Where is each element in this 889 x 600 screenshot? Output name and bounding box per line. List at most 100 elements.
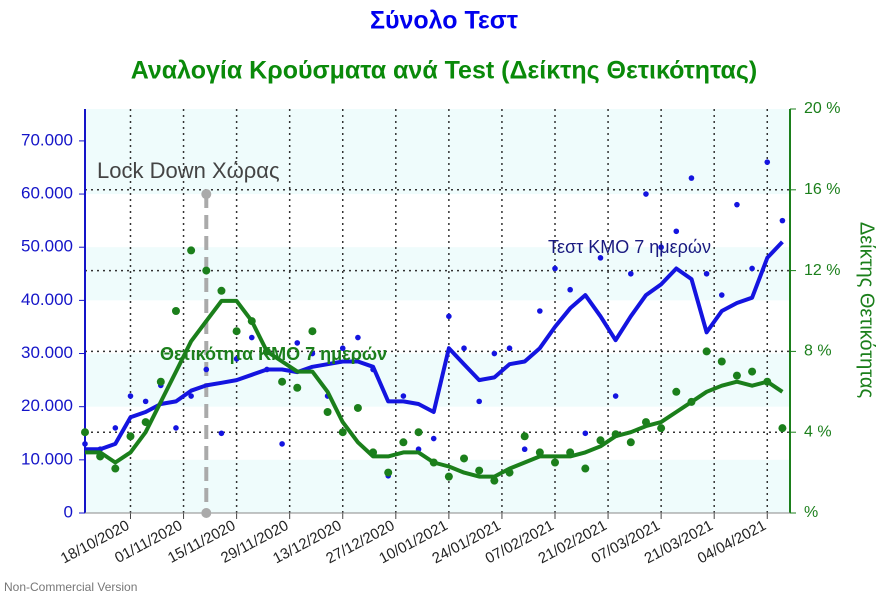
- y-tick-label: 30.000: [21, 343, 73, 362]
- data-point: [232, 327, 241, 336]
- plot-band: [85, 194, 790, 248]
- data-point: [657, 424, 666, 433]
- data-point: [490, 476, 499, 485]
- annotation-text: Lock Down Χώρας: [97, 158, 280, 183]
- data-point: [717, 357, 726, 366]
- data-point: [672, 387, 681, 396]
- data-point: [460, 454, 469, 463]
- data-point: [293, 383, 302, 392]
- data-point: [552, 265, 558, 272]
- data-point: [248, 334, 255, 341]
- y-tick-label: 0: [64, 502, 73, 521]
- annotation-marker: [201, 189, 212, 200]
- data-point: [81, 428, 89, 437]
- data-point: [112, 425, 119, 431]
- y-tick-label: 70.000: [21, 130, 73, 149]
- data-point: [188, 393, 194, 399]
- data-point: [748, 367, 757, 376]
- data-point: [203, 366, 210, 373]
- data-point: [338, 428, 347, 437]
- data-point: [734, 201, 740, 208]
- data-point: [688, 175, 695, 181]
- data-point: [551, 458, 559, 467]
- data-point: [628, 270, 634, 277]
- data-point: [718, 292, 725, 298]
- data-point: [596, 436, 605, 445]
- data-point: [626, 438, 635, 447]
- data-point: [294, 340, 301, 346]
- data-point: [414, 428, 423, 437]
- data-point: [308, 327, 317, 336]
- data-point: [82, 441, 88, 447]
- y-tick-label: 40.000: [21, 290, 73, 309]
- data-point: [537, 308, 543, 314]
- data-point: [582, 430, 589, 437]
- data-point: [702, 347, 711, 356]
- y-tick-label: 20.000: [21, 396, 73, 415]
- data-point: [353, 403, 362, 412]
- y2-tick-label: 12 %: [804, 262, 840, 279]
- data-point: [778, 424, 787, 433]
- data-point: [142, 398, 149, 405]
- data-point: [673, 228, 680, 235]
- data-point: [156, 377, 165, 386]
- y-tick-label: 10.000: [21, 449, 73, 468]
- data-point: [749, 265, 755, 272]
- data-point: [384, 468, 393, 477]
- chart-subtitle: Αναλογία Κρούσματα ανά Test (Δείκτης Θετ…: [131, 57, 758, 85]
- data-point: [355, 334, 361, 341]
- data-point: [111, 464, 120, 473]
- series-label: Τεστ ΚΜΟ 7 ημερών: [548, 237, 711, 257]
- footer: Non-Commercial Version: [4, 580, 137, 594]
- data-point: [233, 356, 240, 362]
- data-point: [278, 377, 287, 386]
- y2-tick-label: %: [804, 504, 818, 521]
- data-point: [461, 345, 467, 352]
- chart-title: Σύνολο Τεστ: [370, 7, 518, 35]
- data-point: [400, 393, 407, 399]
- data-point: [171, 307, 180, 315]
- data-point: [126, 432, 135, 441]
- data-point: [430, 435, 437, 442]
- data-point: [444, 472, 453, 481]
- data-point: [323, 408, 332, 416]
- data-point: [173, 425, 179, 431]
- y2-tick-label: 8 %: [804, 343, 832, 360]
- data-point: [521, 446, 528, 453]
- data-point: [202, 266, 211, 275]
- y-tick-label: 60.000: [21, 184, 73, 203]
- data-point: [309, 350, 316, 357]
- y2-tick-label: 4 %: [804, 423, 832, 440]
- data-point: [127, 393, 134, 399]
- data-point: [581, 464, 590, 473]
- data-point: [643, 191, 649, 197]
- data-point: [339, 345, 346, 352]
- data-point: [476, 398, 482, 405]
- annotation-marker: [201, 508, 212, 518]
- data-point: [506, 345, 513, 352]
- data-point: [658, 244, 664, 251]
- data-point: [520, 432, 529, 441]
- data-point: [187, 246, 196, 255]
- series-line: [85, 240, 784, 452]
- y2-tick-label: 16 %: [804, 181, 840, 198]
- data-point: [567, 286, 573, 293]
- data-point: [399, 438, 408, 447]
- series-line: [85, 298, 784, 479]
- data-point: [597, 255, 604, 261]
- y2-axis-label: Δείκτης Θετικότητας: [856, 222, 878, 399]
- y-tick-label: 50.000: [21, 237, 73, 256]
- data-point: [732, 371, 741, 380]
- data-point: [279, 441, 285, 447]
- data-point: [491, 350, 498, 357]
- data-point: [475, 466, 484, 475]
- data-point: [764, 159, 771, 165]
- data-point: [217, 286, 226, 295]
- series-label: Θετικότητα ΚΜΟ 7 ημερών: [160, 344, 387, 364]
- plot-band: [85, 406, 790, 460]
- data-point: [703, 270, 710, 277]
- y2-tick-label: 20 %: [804, 100, 840, 117]
- data-point: [612, 393, 619, 399]
- data-point: [218, 430, 225, 437]
